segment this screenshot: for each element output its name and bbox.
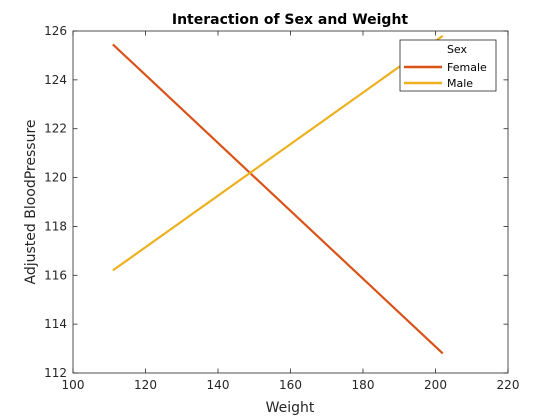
- x-tick-label: 140: [207, 378, 230, 392]
- y-tick-label: 118: [44, 219, 67, 233]
- y-tick-label: 126: [44, 24, 67, 38]
- y-tick-label: 120: [44, 171, 67, 185]
- x-axis-label: Weight: [266, 400, 315, 416]
- legend-title: Sex: [447, 43, 468, 56]
- series-lines: [112, 34, 444, 355]
- x-tick-label: 160: [279, 378, 302, 392]
- y-tick-label: 122: [44, 122, 67, 136]
- y-axis-label: Adjusted BloodPressure: [23, 119, 39, 284]
- axis-ticks: 100 120 140 160 180 200 220 112 114 116 118 120 122 1…: [44, 24, 519, 392]
- y-tick-label: 116: [44, 268, 67, 282]
- series-line-female: [112, 43, 444, 355]
- series-line-male: [112, 34, 444, 272]
- x-tick-label: 180: [352, 378, 375, 392]
- chart-title: Interaction of Sex and Weight: [172, 12, 409, 28]
- x-tick-label: 120: [134, 378, 157, 392]
- x-tick-label: 220: [497, 378, 520, 392]
- legend: Sex Female Male: [399, 39, 497, 92]
- x-tick-label: 100: [62, 378, 85, 392]
- y-tick-label: 112: [44, 366, 67, 380]
- y-tick-label: 114: [44, 317, 67, 331]
- x-tick-label: 200: [424, 378, 447, 392]
- legend-label-male: Male: [447, 77, 473, 90]
- legend-label-female: Female: [447, 61, 487, 74]
- y-tick-label: 124: [44, 73, 67, 87]
